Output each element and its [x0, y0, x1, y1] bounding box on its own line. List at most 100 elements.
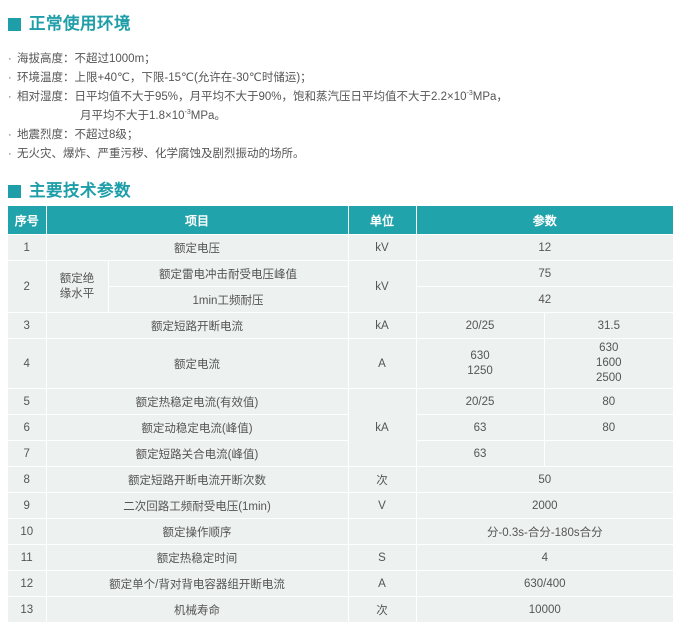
cell-item: 额定短路开断电流 [46, 313, 348, 339]
square-marker-icon [8, 185, 21, 198]
cell-item: 额定操作顺序 [46, 519, 348, 545]
cell-no: 3 [8, 313, 46, 339]
cell-unit: A [348, 339, 416, 389]
cell-item: 额定热稳定时间 [46, 545, 348, 571]
bullet-icon: · [8, 145, 17, 164]
cell-unit: kA [348, 313, 416, 339]
group-label-line2: 缘水平 [60, 288, 95, 300]
cell-unit-merged: kA [348, 389, 416, 467]
cell-param-1: 20/25 [416, 313, 544, 339]
table-row: 1min工频耐压 42 [8, 287, 673, 313]
table-row: 13 机械寿命 次 10000 [8, 597, 673, 622]
cell-param-1: 630 1250 [416, 339, 544, 389]
list-item-text: 月平均不大于1.8×10-3MPa。 [17, 107, 673, 126]
cell-item: 额定短路关合电流(峰值) [46, 441, 348, 467]
cell-item: 二次回路工频耐受电压(1min) [46, 493, 348, 519]
list-item-text: 不超过8级； [75, 126, 674, 145]
cell-param-2: 80 [544, 415, 673, 441]
list-item-label: 海拔高度： [17, 50, 75, 69]
cell-unit: 次 [348, 597, 416, 622]
list-item: · 环境温度： 上限+40℃，下限-15℃(允许在-30℃时储运)； [8, 69, 673, 88]
column-header-unit: 单位 [348, 206, 416, 235]
cell-unit: kV [348, 235, 416, 261]
cell-param-1: 20/25 [416, 389, 544, 415]
cell-item: 额定单个/背对背电容器组开断电流 [46, 571, 348, 597]
section-title-spec: 主要技术参数 [29, 183, 131, 200]
list-item-label: 地震烈度： [17, 126, 75, 145]
table-row: 12 额定单个/背对背电容器组开断电流 A 630/400 [8, 571, 673, 597]
bullet-icon: · [8, 126, 17, 145]
cell-no: 5 [8, 389, 46, 415]
table-row: 2 额定绝缘水平 额定雷电冲击耐受电压峰值 kV 75 [8, 261, 673, 287]
square-marker-icon [8, 18, 21, 31]
cell-no: 4 [8, 339, 46, 389]
cell-param-2: 31.5 [544, 313, 673, 339]
column-header-no: 序号 [8, 206, 46, 235]
section-heading-environment: 正常使用环境 [8, 16, 131, 33]
cell-no: 11 [8, 545, 46, 571]
cell-param: 4 [416, 545, 673, 571]
table-row: 8 额定短路开断电流开断次数 次 50 [8, 467, 673, 493]
cell-param-2: 630 1600 2500 [544, 339, 673, 389]
cell-param-1: 63 [416, 441, 544, 467]
cell-no: 7 [8, 441, 46, 467]
cell-item: 额定热稳定电流(有效值) [46, 389, 348, 415]
table-row: 6 额定动稳定电流(峰值) 63 80 [8, 415, 673, 441]
cell-unit: 次 [348, 467, 416, 493]
cell-item: 额定短路开断电流开断次数 [46, 467, 348, 493]
cell-param: 分-0.3s-合分-180s合分 [416, 519, 673, 545]
bullet-icon: · [8, 69, 17, 88]
cell-param: 2000 [416, 493, 673, 519]
cell-param: 630/400 [416, 571, 673, 597]
cell-item-group: 额定绝缘水平 [46, 261, 108, 313]
list-item-label: 环境温度： [17, 69, 75, 88]
group-label-line1: 额定绝 [60, 273, 95, 285]
datasheet-page: 正常使用环境 · 海拔高度： 不超过1000m； · 环境温度： 上限+40℃，… [0, 0, 681, 575]
environment-condition-list: · 海拔高度： 不超过1000m； · 环境温度： 上限+40℃，下限-15℃(… [8, 50, 673, 164]
table-row: 11 额定热稳定时间 S 4 [8, 545, 673, 571]
cell-unit: A [348, 571, 416, 597]
table-row: 5 额定热稳定电流(有效值) kA 20/25 80 [8, 389, 673, 415]
cell-no: 6 [8, 415, 46, 441]
cell-no: 1 [8, 235, 46, 261]
cell-param: 12 [416, 235, 673, 261]
list-item-text: 无火灾、爆炸、严重污秽、化学腐蚀及剧烈振动的场所。 [17, 145, 673, 164]
table-header-row: 序号 项目 单位 参数 [8, 206, 673, 235]
list-item-continuation: 月平均不大于1.8×10-3MPa。 [8, 107, 673, 126]
list-item-text-tail: MPa。 [191, 110, 226, 122]
cell-no: 10 [8, 519, 46, 545]
table-row: 7 额定短路关合电流(峰值) 63 [8, 441, 673, 467]
cell-no: 8 [8, 467, 46, 493]
table-row: 4 额定电流 A 630 1250 630 1600 2500 [8, 339, 673, 389]
cell-item: 1min工频耐压 [108, 287, 348, 313]
cell-no: 9 [8, 493, 46, 519]
list-item-text: 不超过1000m； [75, 50, 674, 69]
bullet-icon: · [8, 88, 17, 107]
cell-param-1: 63 [416, 415, 544, 441]
list-item-text-main: 月平均不大于1.8×10 [80, 110, 185, 122]
cell-no: 13 [8, 597, 46, 622]
cell-unit: S [348, 545, 416, 571]
table-row: 3 额定短路开断电流 kA 20/25 31.5 [8, 313, 673, 339]
cell-unit: V [348, 493, 416, 519]
section-title-environment: 正常使用环境 [29, 16, 131, 33]
cell-unit: kV [348, 261, 416, 313]
cell-item: 机械寿命 [46, 597, 348, 622]
cell-param: 10000 [416, 597, 673, 622]
table-row: 9 二次回路工频耐受电压(1min) V 2000 [8, 493, 673, 519]
cell-param: 75 [416, 261, 673, 287]
table-row: 1 额定电压 kV 12 [8, 235, 673, 261]
cell-unit [348, 519, 416, 545]
cell-item: 额定雷电冲击耐受电压峰值 [108, 261, 348, 287]
list-item: · 无火灾、爆炸、严重污秽、化学腐蚀及剧烈振动的场所。 [8, 145, 673, 164]
cell-param-2: 80 [544, 389, 673, 415]
list-item-text-tail: MPa， [473, 91, 508, 103]
cell-item: 额定动稳定电流(峰值) [46, 415, 348, 441]
cell-param: 42 [416, 287, 673, 313]
list-item: · 相对湿度： 日平均值不大于95%，月平均不大于90%，饱和蒸汽压日平均值不大… [8, 88, 673, 107]
list-item-text: 日平均值不大于95%，月平均不大于90%，饱和蒸汽压日平均值不大于2.2×10-… [75, 88, 674, 107]
bullet-icon: · [8, 50, 17, 69]
cell-param: 50 [416, 467, 673, 493]
list-item: · 海拔高度： 不超过1000m； [8, 50, 673, 69]
section-heading-spec: 主要技术参数 [8, 183, 131, 200]
